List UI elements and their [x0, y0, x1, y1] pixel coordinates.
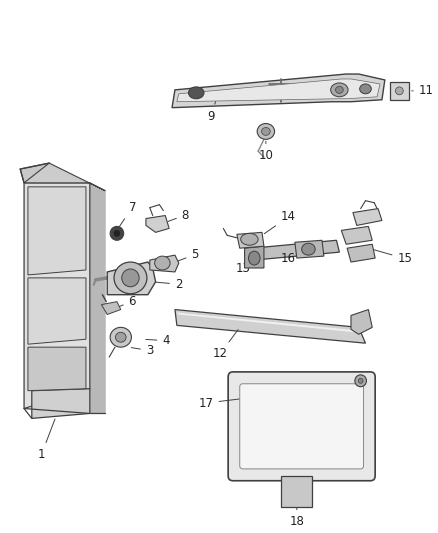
Polygon shape: [28, 347, 86, 391]
Polygon shape: [177, 79, 380, 102]
Text: 12: 12: [213, 329, 238, 360]
Text: 3: 3: [131, 344, 153, 357]
Ellipse shape: [155, 256, 170, 270]
FancyBboxPatch shape: [240, 384, 364, 469]
Polygon shape: [252, 240, 339, 260]
Polygon shape: [24, 183, 90, 408]
Text: 13: 13: [235, 257, 260, 275]
Ellipse shape: [360, 84, 371, 94]
Ellipse shape: [110, 327, 131, 347]
Ellipse shape: [241, 233, 258, 245]
Ellipse shape: [188, 87, 204, 99]
Polygon shape: [347, 244, 375, 262]
Ellipse shape: [336, 86, 343, 93]
Ellipse shape: [114, 262, 147, 294]
Polygon shape: [20, 163, 56, 183]
Polygon shape: [28, 187, 86, 275]
Ellipse shape: [122, 269, 139, 287]
Text: 6: 6: [120, 295, 136, 308]
Ellipse shape: [110, 227, 124, 240]
Text: 18: 18: [290, 507, 304, 528]
Ellipse shape: [248, 251, 260, 265]
Ellipse shape: [114, 230, 120, 236]
Polygon shape: [244, 246, 264, 268]
Text: 7: 7: [118, 200, 136, 228]
Ellipse shape: [257, 124, 275, 139]
Text: 2: 2: [155, 278, 183, 291]
Polygon shape: [150, 255, 179, 272]
Text: 4: 4: [146, 334, 170, 347]
Text: 11: 11: [412, 84, 434, 98]
Polygon shape: [32, 389, 90, 418]
Text: 5: 5: [177, 248, 199, 261]
Polygon shape: [353, 208, 382, 225]
Polygon shape: [146, 215, 169, 232]
Polygon shape: [351, 310, 372, 334]
Ellipse shape: [358, 378, 363, 383]
Text: 8: 8: [168, 208, 189, 222]
Text: 14: 14: [264, 211, 296, 234]
Polygon shape: [341, 227, 372, 244]
Ellipse shape: [396, 87, 403, 95]
Ellipse shape: [116, 332, 126, 342]
Text: 9: 9: [207, 102, 215, 123]
FancyBboxPatch shape: [228, 372, 375, 481]
Polygon shape: [24, 163, 105, 191]
Ellipse shape: [261, 127, 270, 135]
Text: 17: 17: [198, 397, 240, 409]
Ellipse shape: [355, 375, 367, 387]
Text: 15: 15: [371, 249, 412, 265]
Polygon shape: [102, 302, 121, 314]
Polygon shape: [295, 240, 324, 258]
Ellipse shape: [331, 83, 348, 97]
Polygon shape: [90, 183, 105, 414]
Polygon shape: [172, 74, 385, 108]
Text: 16: 16: [281, 251, 305, 265]
Text: 1: 1: [38, 419, 55, 461]
Polygon shape: [107, 262, 155, 295]
Polygon shape: [177, 312, 357, 332]
Ellipse shape: [302, 243, 315, 255]
Polygon shape: [28, 278, 86, 344]
Polygon shape: [237, 232, 264, 248]
Polygon shape: [175, 310, 365, 343]
Text: 10: 10: [258, 141, 273, 162]
Polygon shape: [281, 476, 312, 507]
Bar: [390, 82, 409, 100]
